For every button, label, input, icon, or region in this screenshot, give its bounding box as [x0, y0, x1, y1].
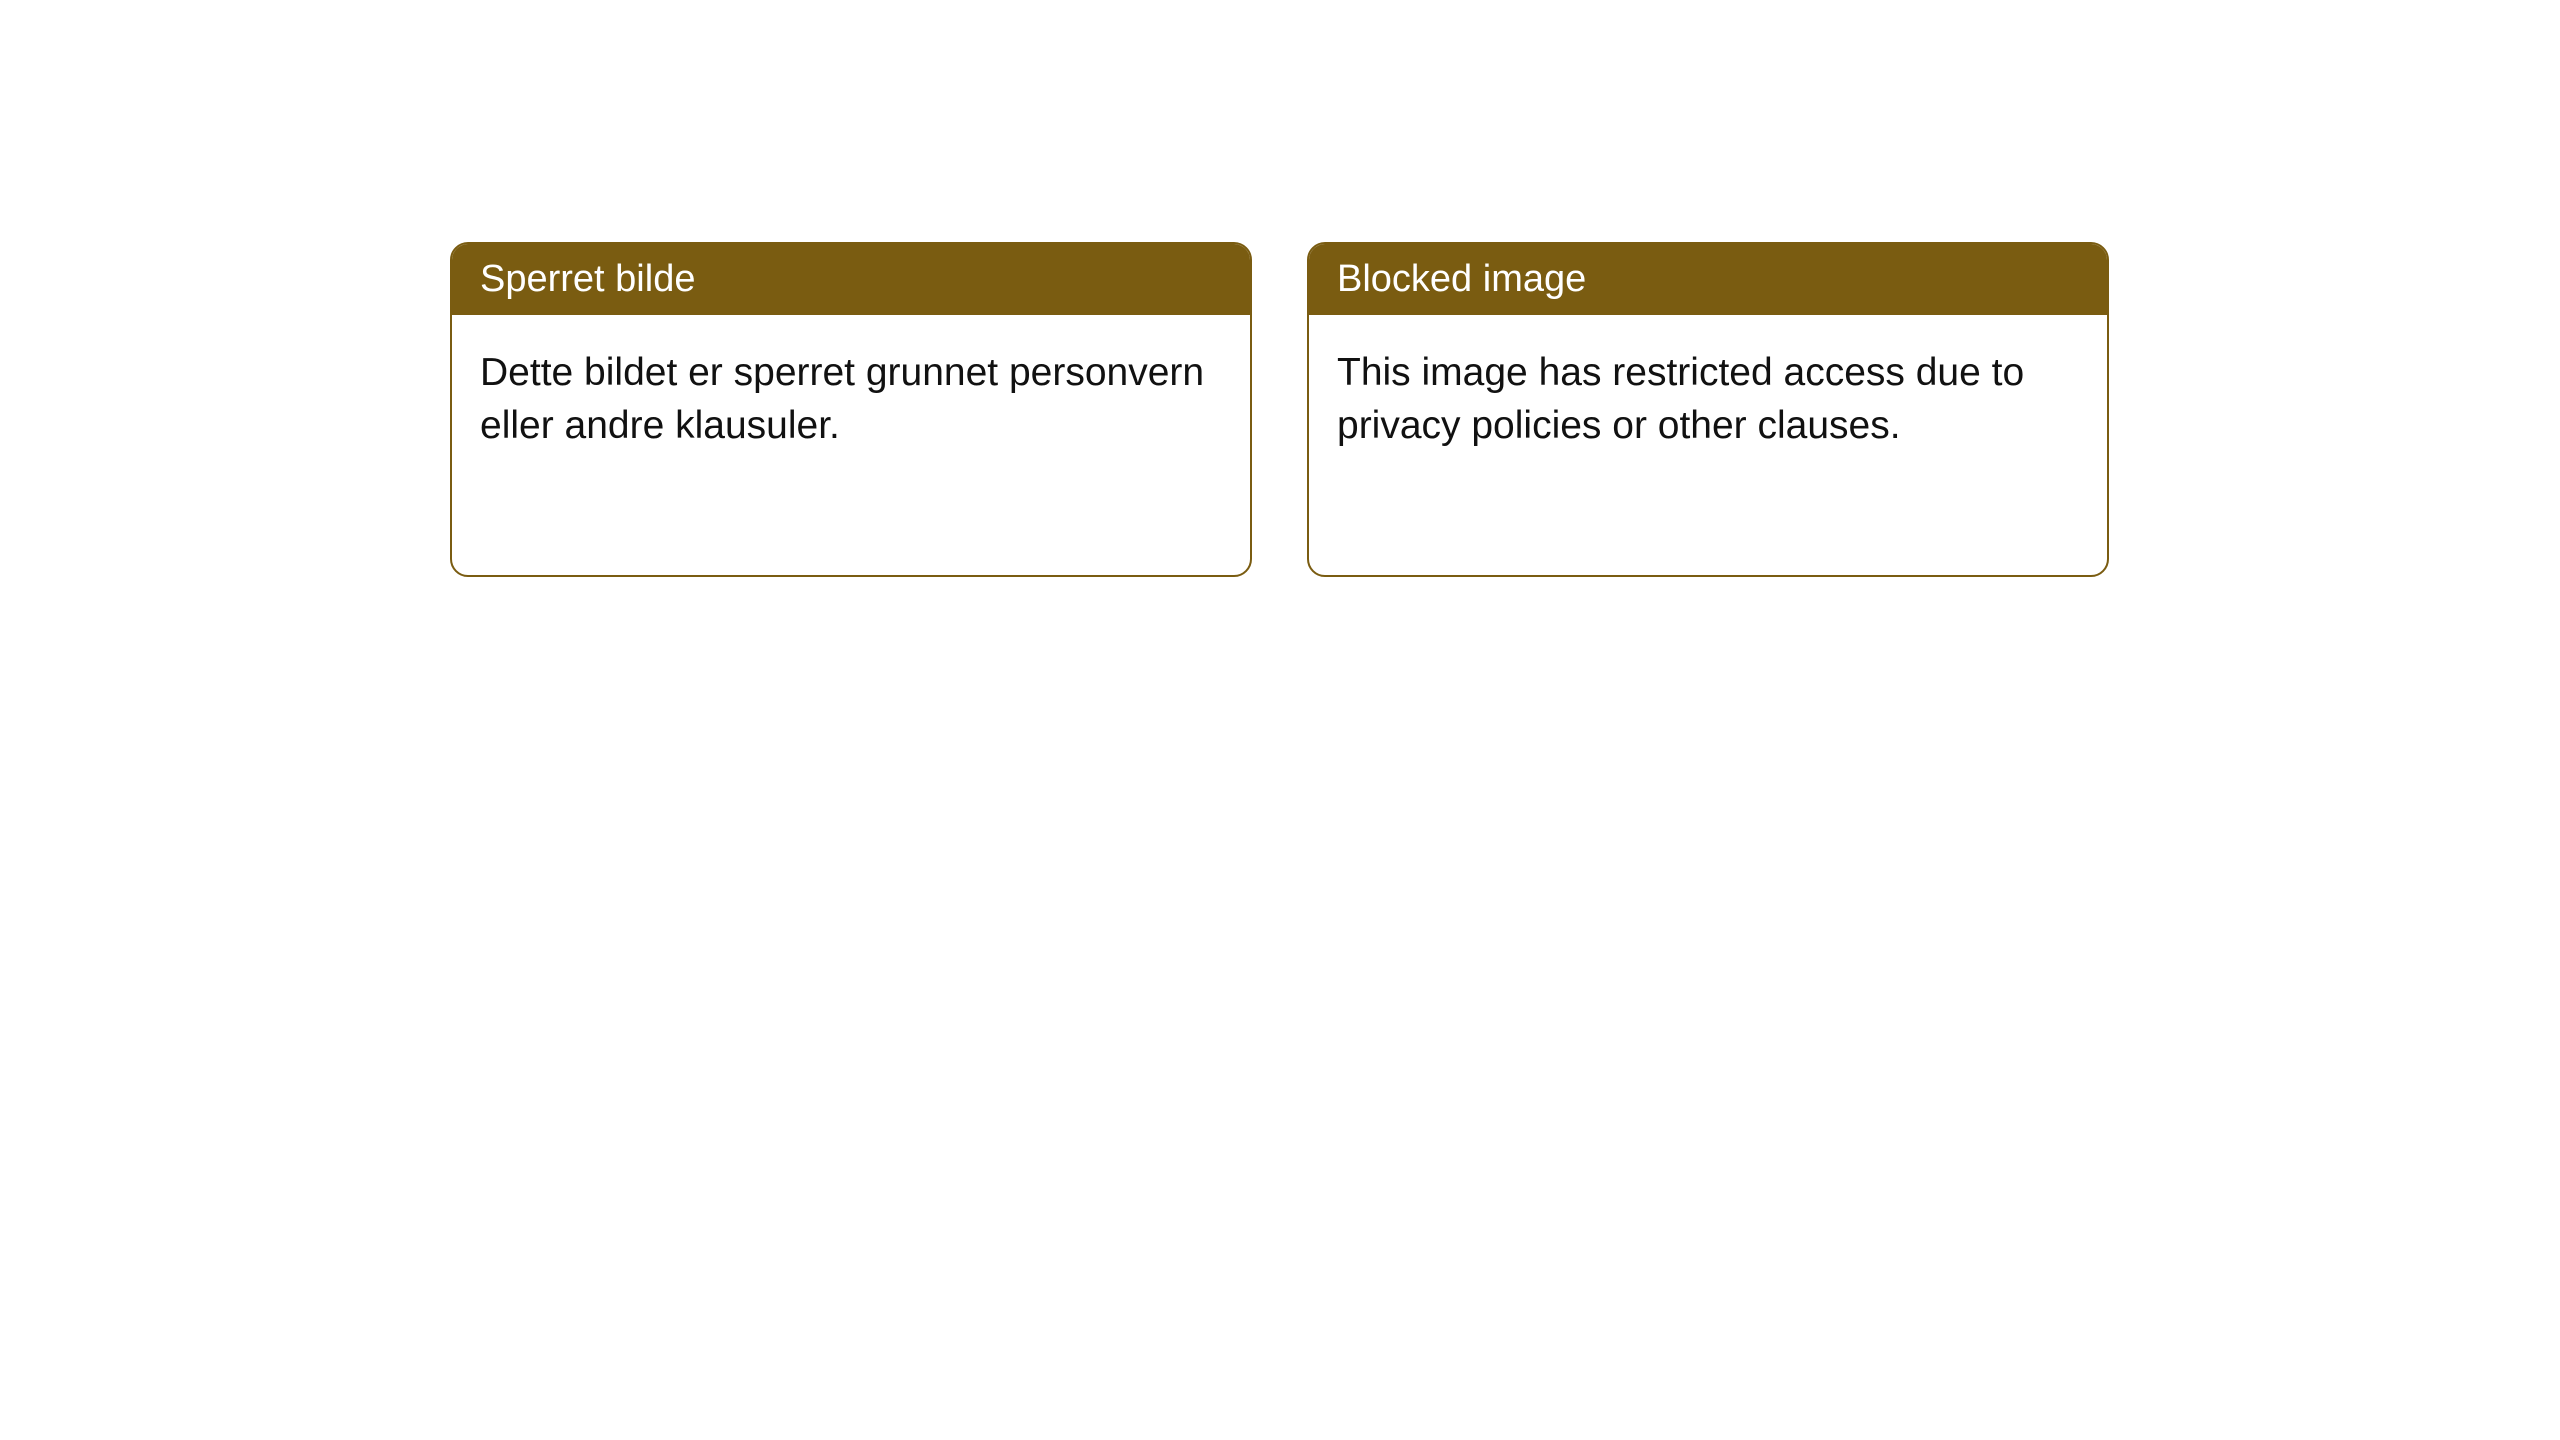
notice-text: Dette bildet er sperret grunnet personve…: [480, 351, 1204, 447]
notice-container: Sperret bilde Dette bildet er sperret gr…: [450, 242, 2109, 577]
notice-text: This image has restricted access due to …: [1337, 351, 2024, 447]
notice-title: Blocked image: [1337, 258, 1586, 300]
notice-body: This image has restricted access due to …: [1309, 315, 2107, 484]
notice-card-norwegian: Sperret bilde Dette bildet er sperret gr…: [450, 242, 1252, 577]
notice-card-english: Blocked image This image has restricted …: [1307, 242, 2109, 577]
notice-body: Dette bildet er sperret grunnet personve…: [452, 315, 1250, 484]
notice-header: Blocked image: [1309, 244, 2107, 315]
notice-title: Sperret bilde: [480, 258, 695, 300]
notice-header: Sperret bilde: [452, 244, 1250, 315]
